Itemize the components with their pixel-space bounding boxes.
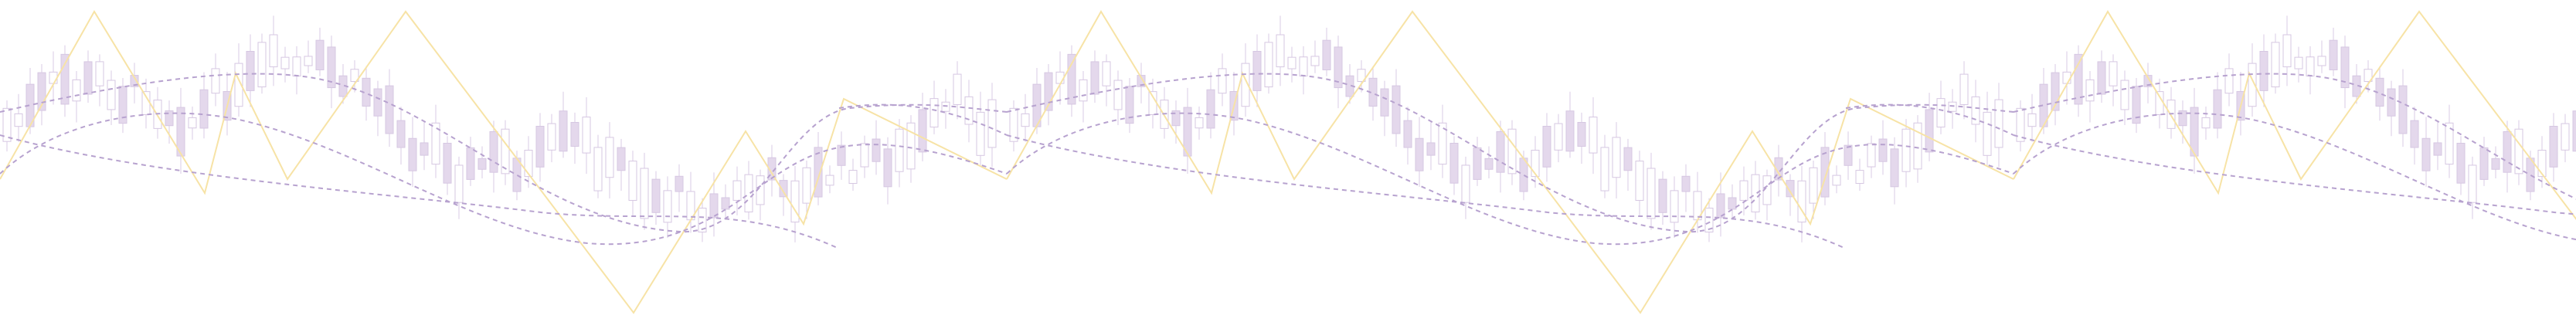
pattern-repeat	[2013, 11, 2576, 314]
pattern-repeat	[0, 11, 1008, 314]
pattern-repeat	[1006, 11, 2014, 314]
